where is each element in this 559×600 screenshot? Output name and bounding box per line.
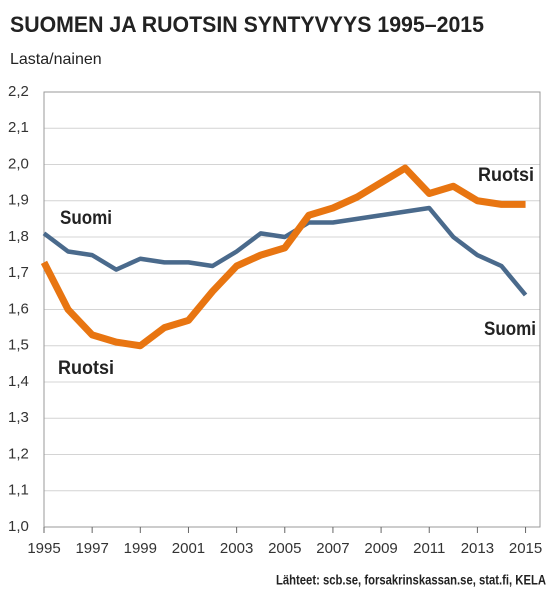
series-line (40, 164, 526, 350)
x-tick-label: 1999 (124, 540, 157, 557)
x-tick-label: 2009 (364, 540, 397, 557)
x-tick-label: 2005 (268, 540, 301, 557)
y-tick-label: 1,8 (8, 228, 29, 245)
chart-title: SUOMEN JA RUOTSIN SYNTYVYYS 1995–2015 (10, 12, 484, 37)
x-tick-label: 2013 (461, 540, 494, 557)
y-tick-label: 2,1 (8, 119, 29, 136)
x-tick-label: 2007 (316, 540, 349, 557)
x-tick-label: 2001 (172, 540, 205, 557)
y-tick-label: 2,0 (8, 155, 29, 172)
y-tick-label: 1,5 (8, 337, 29, 354)
x-tick-label: 2015 (509, 540, 542, 557)
y-tick-label: 1,2 (8, 445, 29, 462)
plot-frame (43, 91, 541, 528)
source: Lähteet: scb.se, forsakrinskassan.se, st… (276, 572, 546, 588)
series-label: Suomi (484, 319, 536, 340)
x-tick-label: 1995 (27, 540, 60, 557)
x-tick-label: 2003 (220, 540, 253, 557)
y-tick-label: 1,9 (8, 192, 29, 209)
series-label: Ruotsi (58, 358, 114, 379)
x-tick-label: 2011 (413, 540, 445, 557)
x-tick-label: 1997 (75, 540, 108, 557)
y-tick-label: 1,0 (8, 518, 29, 535)
subtitle: Lasta/nainen (10, 51, 102, 68)
y-tick-label: 1,6 (8, 300, 29, 317)
y-tick-label: 2,2 (8, 83, 29, 100)
series-label: Ruotsi (478, 165, 534, 186)
series-line (42, 205, 528, 297)
series-label: Suomi (60, 208, 112, 229)
y-tick-label: 1,1 (8, 482, 29, 499)
y-tick-label: 1,4 (8, 373, 29, 390)
y-tick-label: 1,3 (8, 409, 29, 426)
y-tick-label: 1,7 (8, 264, 29, 281)
